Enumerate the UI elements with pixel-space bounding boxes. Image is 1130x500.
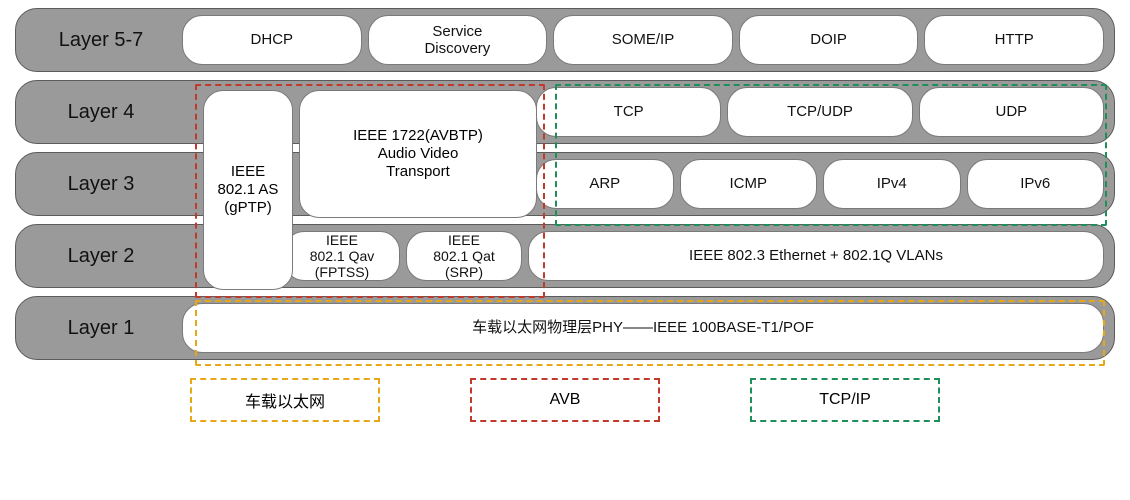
cell-dhcp: DHCP xyxy=(182,15,362,65)
cell-gptp: IEEE 802.1 AS (gPTP) xyxy=(203,90,293,290)
row-label: Layer 4 xyxy=(26,87,176,137)
cell-udp: UDP xyxy=(919,87,1104,137)
cell-qat: IEEE 802.1 Qat (SRP) xyxy=(406,231,522,281)
cell-tcpudp: TCP/UDP xyxy=(727,87,912,137)
row-label: Layer 5-7 xyxy=(26,15,176,65)
cell-ipv6: IPv6 xyxy=(967,159,1105,209)
cell-ethernet: IEEE 802.3 Ethernet + 802.1Q VLANs xyxy=(528,231,1104,281)
row-layer-3: Layer 3 ARP ICMP IPv4 IPv6 xyxy=(15,152,1115,216)
row-layer-1: Layer 1 车载以太网物理层PHY——IEEE 100BASE-T1/POF xyxy=(15,296,1115,360)
cell-avbtp: IEEE 1722(AVBTP) Audio Video Transport xyxy=(299,90,537,218)
legend-item-tcpip: TCP/IP xyxy=(750,378,940,422)
cell-service-discovery: Service Discovery xyxy=(368,15,548,65)
legend-item-ethernet: 车载以太网 xyxy=(190,378,380,422)
cell-phy: 车载以太网物理层PHY——IEEE 100BASE-T1/POF xyxy=(182,303,1104,353)
cell-doip: DOIP xyxy=(739,15,919,65)
row-label: Layer 2 xyxy=(26,231,176,281)
cell-someip: SOME/IP xyxy=(553,15,733,65)
row-label: Layer 3 xyxy=(26,159,176,209)
row-layer-5-7: Layer 5-7 DHCP Service Discovery SOME/IP… xyxy=(15,8,1115,72)
protocol-stack-diagram: Layer 5-7 DHCP Service Discovery SOME/IP… xyxy=(15,8,1115,360)
row-label: Layer 1 xyxy=(26,303,176,353)
cell-http: HTTP xyxy=(924,15,1104,65)
row-layer-4: Layer 4 TCP TCP/UDP UDP xyxy=(15,80,1115,144)
cell-ipv4: IPv4 xyxy=(823,159,961,209)
legend-item-avb: AVB xyxy=(470,378,660,422)
cell-tcp: TCP xyxy=(536,87,721,137)
cell-qav: IEEE 802.1 Qav (FPTSS) xyxy=(284,231,400,281)
legend: 车载以太网 AVB TCP/IP xyxy=(15,378,1115,422)
cell-icmp: ICMP xyxy=(680,159,818,209)
cell-arp: ARP xyxy=(536,159,674,209)
row-layer-2: Layer 2 IEEE 802.1 Qav (FPTSS) IEEE 802.… xyxy=(15,224,1115,288)
